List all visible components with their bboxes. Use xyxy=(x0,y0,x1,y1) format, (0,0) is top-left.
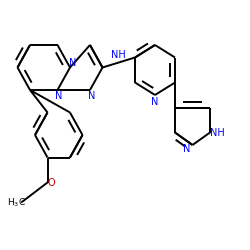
Text: NH: NH xyxy=(210,128,225,138)
Text: N: N xyxy=(182,144,190,154)
Text: N: N xyxy=(69,58,77,68)
Text: N: N xyxy=(151,97,159,107)
Text: N: N xyxy=(55,91,62,101)
Text: O: O xyxy=(48,178,55,188)
Text: NH: NH xyxy=(112,50,126,60)
Text: N: N xyxy=(88,91,95,101)
Text: H$_3$C: H$_3$C xyxy=(7,196,26,209)
